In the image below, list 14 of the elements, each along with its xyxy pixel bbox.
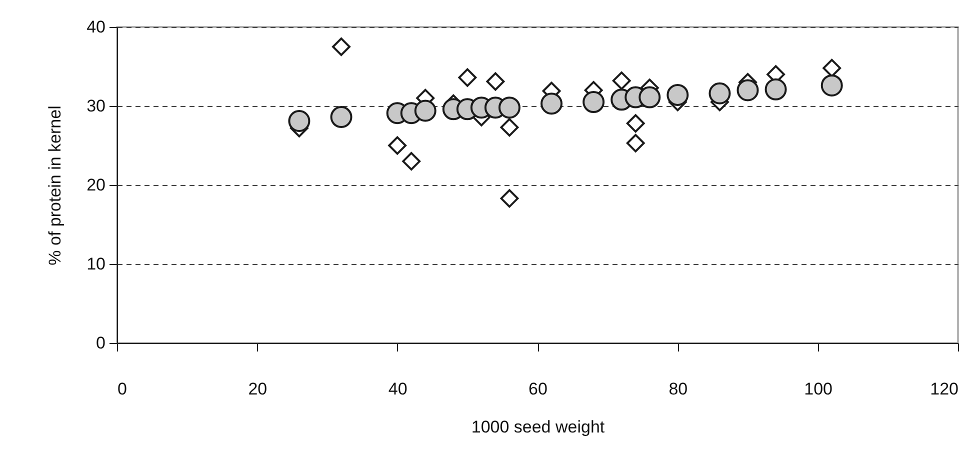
x-axis-title: 1000 seed weight bbox=[471, 418, 605, 436]
x-tick-label: 80 bbox=[668, 380, 688, 398]
y-tick-label: 20 bbox=[86, 176, 106, 194]
x-tick-label: 60 bbox=[528, 380, 548, 398]
y-axis-title: % of protein in kernel bbox=[46, 106, 65, 266]
x-tick-label: 0 bbox=[118, 380, 127, 398]
x-tick-label: 100 bbox=[804, 380, 833, 398]
y-tick-label: 30 bbox=[86, 96, 106, 116]
x-tick-label: 120 bbox=[930, 380, 958, 398]
y-tick-label: 40 bbox=[86, 18, 106, 36]
x-tick-label: 20 bbox=[248, 380, 268, 398]
y-tick-label: 0 bbox=[96, 334, 106, 352]
x-tick-label: 40 bbox=[388, 380, 408, 398]
y-tick-label: 10 bbox=[86, 254, 106, 274]
